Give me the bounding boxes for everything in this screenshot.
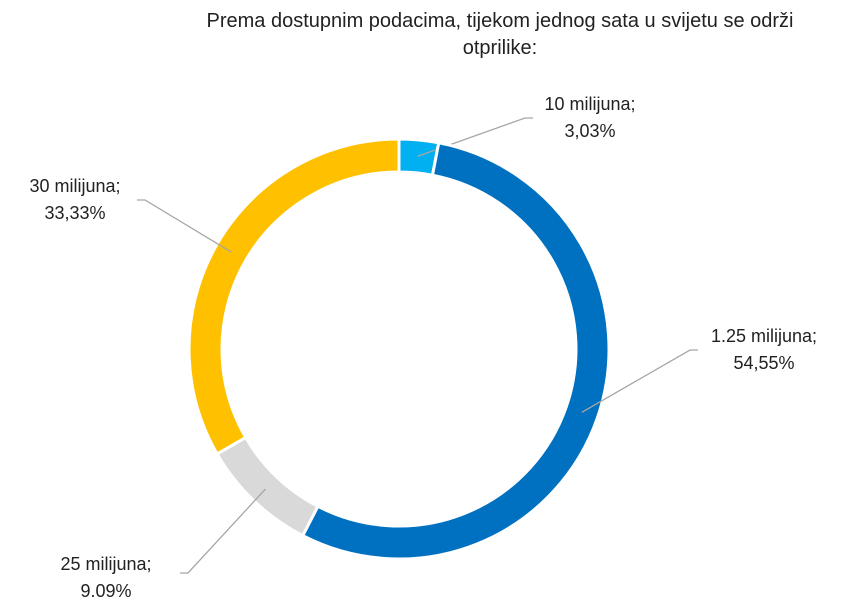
- leader-line: [137, 199, 232, 253]
- donut-slice: [300, 141, 611, 561]
- data-label-value: 54,55%: [733, 353, 794, 373]
- leader-line: [581, 349, 698, 413]
- data-label-name: 1.25 milijuna;: [711, 326, 817, 346]
- chart-title: Prema dostupnim podacima, tijekom jednog…: [206, 10, 794, 59]
- leader-line: [180, 488, 266, 574]
- data-label-name: 30 milijuna;: [29, 176, 120, 196]
- data-label-name: 25 milijuna;: [60, 554, 151, 574]
- leader-line: [417, 117, 533, 157]
- donut-slice: [215, 435, 320, 538]
- donut-slice: [187, 137, 401, 457]
- data-label-name: 10 milijuna;: [544, 94, 635, 114]
- data-label-value: 3,03%: [564, 121, 615, 141]
- data-label-value: 9.09%: [80, 581, 131, 601]
- data-label-value: 33,33%: [44, 203, 105, 223]
